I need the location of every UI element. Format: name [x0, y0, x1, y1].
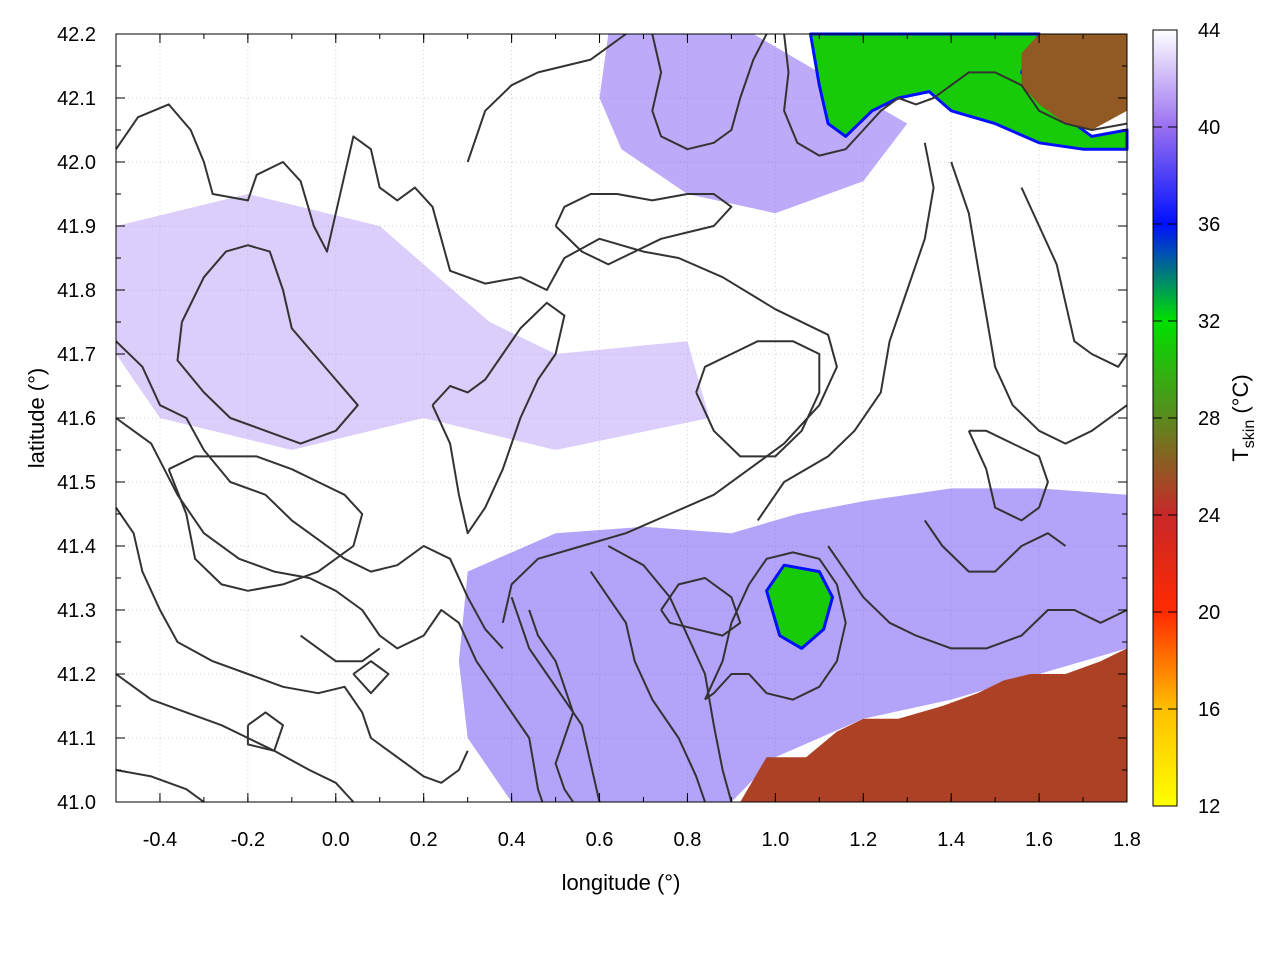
colorbar-tick-label: 44: [1198, 20, 1220, 42]
x-tick-label: 1.6: [1025, 829, 1053, 851]
x-tick-label: -0.4: [143, 829, 177, 851]
x-tick-label: 0.2: [410, 829, 438, 851]
x-tick-label: 1.8: [1113, 829, 1141, 851]
field-sea: [740, 648, 1127, 802]
x-tick-label: 0.8: [674, 829, 702, 851]
contour-line: [528, 609, 575, 803]
x-tick-label: 0.0: [322, 829, 350, 851]
field-cool-region: [458, 488, 1127, 802]
y-axis-ticks: 41.0 41.1 41.2 41.3 41.4 41.5 41.6 41.7 41.8 41.9…: [57, 24, 1127, 814]
contour-line: [176, 244, 359, 445]
contour-line: [923, 519, 1067, 573]
contour-line: [431, 301, 566, 535]
contour-line: [660, 577, 742, 637]
contour-line: [115, 769, 205, 803]
contour-line: [115, 417, 544, 803]
x-axis-label: longitude (°): [562, 870, 681, 895]
colorbar-tick-label: 32: [1198, 311, 1220, 333]
y-tick-label: 41.5: [57, 472, 96, 494]
y-tick-label: 41.0: [57, 792, 96, 814]
y-tick-label: 41.6: [57, 408, 96, 430]
contour-line: [1020, 187, 1128, 368]
x-tick-label: 1.0: [761, 829, 789, 851]
x-tick-label: 0.6: [586, 829, 614, 851]
field-hot-region: [1021, 34, 1127, 130]
contour-line: [589, 571, 706, 803]
x-tick-label: 0.4: [498, 829, 526, 851]
contour-line: [607, 545, 733, 803]
colorbar-tick-label: 12: [1198, 796, 1220, 818]
contour-line: [466, 33, 627, 163]
colorbar-label: Tskin (°C): [1228, 374, 1258, 461]
y-tick-label: 42.1: [57, 88, 96, 110]
temperature-field: [116, 32, 1129, 802]
colorbar: 12 16 20 24 28 32 36 40 44 Tskin (°C): [1152, 20, 1258, 818]
y-tick-label: 41.1: [57, 728, 96, 750]
colorbar-label-subscript: skin: [1241, 420, 1258, 448]
contour-lines: [115, 33, 1128, 803]
colorbar-label-unit: (°C): [1228, 374, 1253, 419]
contour-line: [510, 596, 601, 803]
contour-line: [246, 711, 284, 752]
y-tick-label: 41.4: [57, 536, 96, 558]
x-tick-label: 1.2: [849, 829, 877, 851]
contour-line: [695, 340, 821, 458]
contour-line: [950, 161, 1128, 445]
field-cool-region: [116, 194, 710, 450]
contour-line: [167, 455, 364, 592]
contour-line: [756, 142, 935, 521]
y-tick-label: 41.9: [57, 216, 96, 238]
contour-line: [783, 33, 1128, 157]
contour-line: [115, 507, 469, 784]
contour-line: [651, 33, 768, 151]
y-tick-label: 41.7: [57, 344, 96, 366]
x-axis-ticks: -0.4 -0.2 0.0 0.2 0.4 0.6 0.8 1.0 1.2 1.4 1.6 1.8: [115, 34, 1141, 851]
x-tick-label: 1.4: [937, 829, 965, 851]
contour-line: [352, 660, 390, 695]
colorbar-tick-label: 40: [1198, 117, 1220, 139]
contour-line: [115, 340, 504, 650]
colorbar-ticks: 12 16 20 24 28 32 36 40 44: [1153, 20, 1220, 818]
contour-line: [967, 429, 1049, 522]
colorbar-tick-label: 20: [1198, 602, 1220, 624]
colorbar-tick-label: 16: [1198, 699, 1220, 721]
y-tick-label: 42.2: [57, 24, 96, 46]
contour-line: [115, 103, 838, 624]
contour-line: [704, 551, 847, 701]
y-tick-label: 41.2: [57, 664, 96, 686]
colorbar-tick-label: 28: [1198, 408, 1220, 430]
y-tick-label: 41.8: [57, 280, 96, 302]
contour-line: [300, 634, 381, 663]
y-tick-label: 42.0: [57, 152, 96, 174]
contour-line: [554, 193, 733, 266]
colorbar-tick-label: 36: [1198, 214, 1220, 236]
y-axis-label: latitude (°): [24, 368, 49, 469]
y-tick-label: 41.3: [57, 600, 96, 622]
field-warm-region: [765, 563, 834, 650]
contour-line: [827, 545, 1128, 650]
colorbar-tick-label: 24: [1198, 505, 1220, 527]
x-tick-label: -0.2: [231, 829, 265, 851]
